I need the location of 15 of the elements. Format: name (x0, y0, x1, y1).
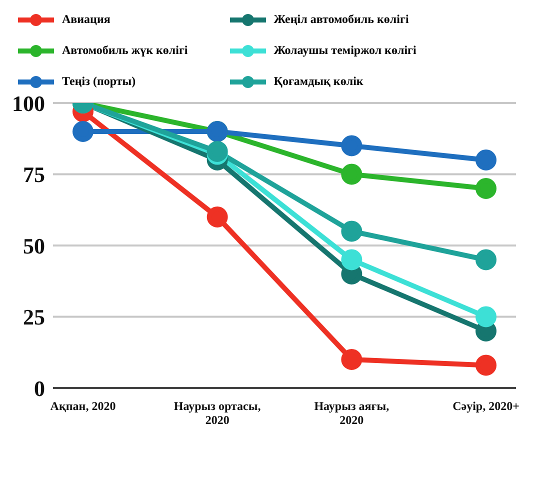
legend-label: Авиация (62, 12, 110, 27)
y-tick-label: 75 (23, 162, 45, 188)
legend-label: Автомобиль жүк көлігі (62, 43, 188, 58)
y-tick-label: 0 (34, 376, 45, 401)
y-tick-label: 50 (23, 233, 45, 258)
y-tick-label: 100 (12, 90, 45, 116)
y-tick-label: 25 (23, 304, 45, 330)
x-tick-label: Наурыз ортасы, 2020 (174, 399, 261, 427)
legend-label: Теңіз (порты) (62, 74, 136, 89)
legend-label: Жеңіл автомобиль көлігі (274, 12, 409, 27)
legend-label: Жолаушы теміржол көлігі (274, 43, 416, 58)
x-tick-label: Сәуір, 2020+ (452, 399, 520, 413)
x-tick-label: Наурыз аяғы, 2020 (314, 399, 390, 427)
legend-label: Қоғамдық көлік (274, 74, 364, 89)
x-tick-label: Ақпан, 2020 (50, 399, 116, 413)
